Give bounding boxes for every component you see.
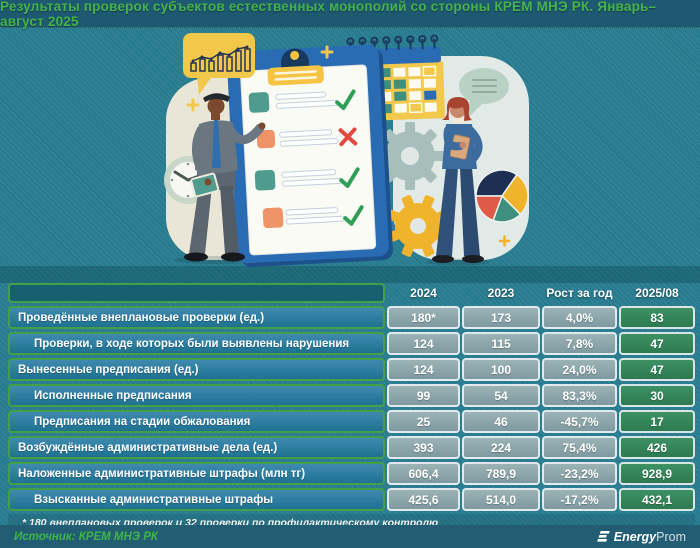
row-label: Предписания на стадии обжалования (8, 410, 385, 433)
row-label: Взысканные административные штрафы (8, 488, 385, 511)
value-cell-highlight: 47 (619, 332, 695, 355)
ground-band (0, 266, 700, 283)
row-label: Возбуждённые административные дела (ед.) (8, 436, 385, 459)
value-cell: 99 (387, 384, 460, 407)
checklist (248, 89, 364, 229)
value-cell: 514,0 (462, 488, 540, 511)
source-label: Источник: КРЕМ МНЭ РК (14, 530, 158, 543)
clipboard-illustration (226, 44, 393, 268)
inspection-illustration (0, 33, 700, 283)
column-header-2023: 2023 (487, 286, 515, 300)
row-label: Наложенные административные штрафы (млн … (8, 462, 385, 485)
check-icon (339, 167, 360, 188)
x-icon (338, 127, 358, 147)
illustration-area (0, 28, 700, 283)
value-cell: 7,8% (542, 332, 617, 355)
value-cell: 75,4% (542, 436, 617, 459)
results-table: 2024 2023 Рост за год 2025/08 Проведённы… (0, 283, 700, 532)
speech-bubble-chart-icon (183, 33, 255, 95)
header-empty-cell (8, 283, 385, 303)
page-title: Результаты проверок субъектов естественн… (0, 0, 657, 29)
sparkle-icon (186, 98, 200, 112)
footer-bar: Источник: КРЕМ МНЭ РК EnergyProm (0, 525, 700, 548)
value-cell: 789,9 (462, 462, 540, 485)
row-label: Исполненные предписания (8, 384, 385, 407)
value-cell: 124 (387, 358, 460, 381)
title-bar: Результаты проверок субъектов естественн… (0, 0, 700, 29)
value-cell-highlight: 30 (619, 384, 695, 407)
value-cell: 54 (462, 384, 540, 407)
value-cell: 24,0% (542, 358, 617, 381)
value-cell: 83,3% (542, 384, 617, 407)
value-cell-highlight: 47 (619, 358, 695, 381)
value-cell: 393 (387, 436, 460, 459)
value-cell: -23,2% (542, 462, 617, 485)
column-header-growth: Рост за год (546, 286, 613, 300)
logo-text: EnergyProm (613, 529, 686, 544)
check-icon (335, 89, 356, 111)
row-label: Проверки, в ходе которых были выявлены н… (8, 332, 385, 355)
value-cell: 25 (387, 410, 460, 433)
row-label: Вынесенные предписания (ед.) (8, 358, 385, 381)
energyprom-logo-icon (596, 531, 610, 542)
value-cell: 46 (462, 410, 540, 433)
column-header-2025-08: 2025/08 (635, 286, 679, 300)
column-header-2024: 2024 (410, 286, 437, 300)
value-cell: 606,4 (387, 462, 460, 485)
sparkle-icon (498, 235, 511, 247)
gear-icon (376, 122, 444, 190)
value-cell: -45,7% (542, 410, 617, 433)
value-cell: -17,2% (542, 488, 617, 511)
value-cell: 173 (462, 306, 540, 329)
pie-chart-icon (475, 169, 529, 223)
value-cell-highlight: 426 (619, 436, 695, 459)
man-figure (184, 93, 266, 262)
value-cell-highlight: 432,1 (619, 488, 695, 511)
energyprom-logo: EnergyProm (596, 529, 686, 544)
value-cell: 425,6 (387, 488, 460, 511)
value-cell: 100 (462, 358, 540, 381)
speech-bubble-icon (459, 68, 509, 118)
value-cell: 224 (462, 436, 540, 459)
value-cell: 115 (462, 332, 540, 355)
value-cell: 124 (387, 332, 460, 355)
value-cell-highlight: 83 (619, 306, 695, 329)
value-cell-highlight: 17 (619, 410, 695, 433)
value-cell: 4,0% (542, 306, 617, 329)
check-icon (343, 205, 364, 226)
value-cell: 180* (387, 306, 460, 329)
woman-figure (432, 97, 484, 263)
value-cell-highlight: 928,9 (619, 462, 695, 485)
row-label: Проведённые внеплановые проверки (ед.) (8, 306, 385, 329)
sparkle-icon (320, 45, 334, 59)
